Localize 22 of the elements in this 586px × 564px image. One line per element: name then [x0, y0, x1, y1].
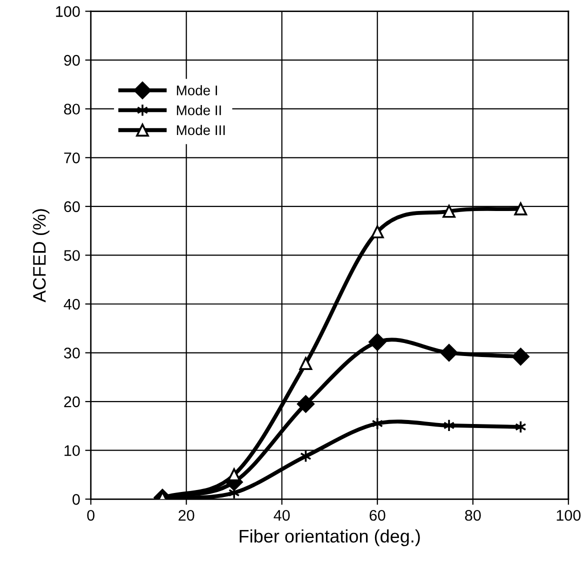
legend-label: Mode I [176, 85, 217, 96]
y-tick-label: 70 [64, 152, 80, 164]
y-tick-label: 10 [64, 445, 80, 456]
y-tick-label: 60 [64, 201, 80, 212]
y-tick-label: 50 [64, 250, 80, 261]
y-axis-title: ACFED (%) [32, 209, 50, 302]
x-tick-label: 40 [274, 510, 290, 521]
y-tick-label: 20 [64, 396, 80, 408]
x-tick-label: 20 [178, 510, 194, 521]
y-tick-label: 40 [64, 298, 80, 310]
y-tick-label: 30 [64, 348, 80, 358]
x-tick-label: 100 [556, 510, 581, 521]
x-tick-label: 60 [370, 510, 386, 521]
x-tick-label: 80 [465, 510, 481, 521]
x-axis-title: Fiber orientation (deg.) [240, 529, 420, 546]
legend-label: Mode II [176, 105, 221, 116]
y-tick-label: 0 [72, 494, 80, 505]
legend-label: Mode III [176, 124, 225, 136]
y-tick-label: 100 [56, 6, 80, 17]
y-tick-label: 80 [64, 104, 80, 115]
y-tick-label: 90 [64, 54, 80, 66]
x-tick-label: 0 [87, 510, 94, 521]
